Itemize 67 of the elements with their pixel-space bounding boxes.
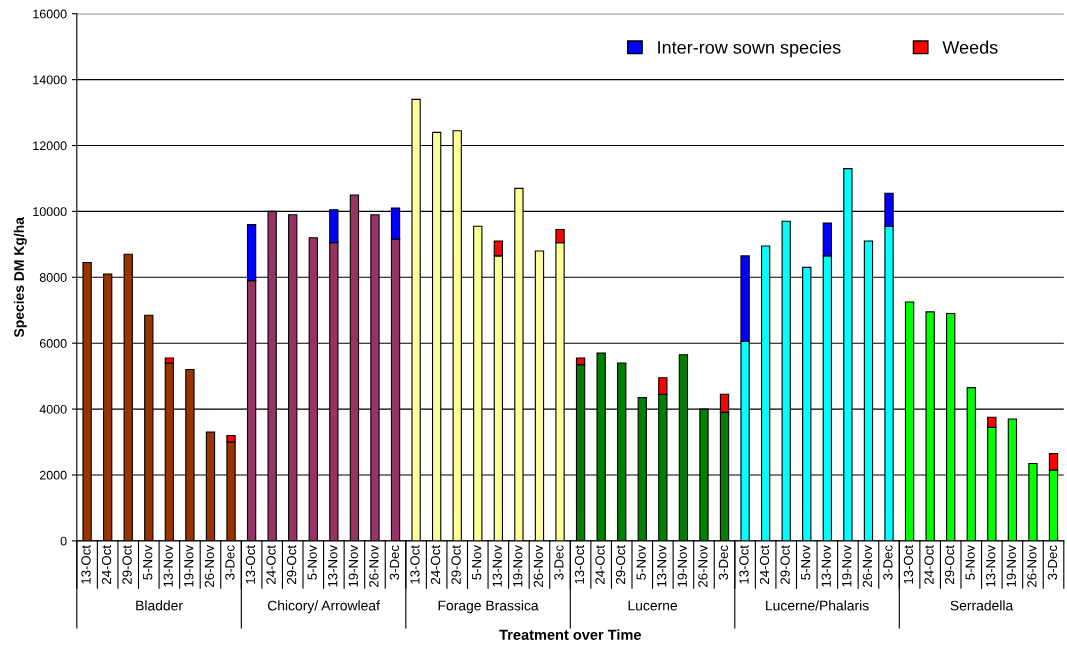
x-tick-label: 24-Oct [266, 545, 276, 584]
x-tick-label: 29-Oct [780, 545, 790, 584]
x-tick-label: 29-Oct [286, 545, 297, 584]
x-tick-label: 26-Nov [204, 545, 215, 587]
x-tick-label: 13-Nov [492, 545, 502, 587]
x-tick-label: 13-Nov [821, 545, 831, 587]
x-tick-label: 3-Dec [225, 545, 235, 580]
x-tick-label: 13-Oct [81, 545, 91, 584]
x-tick-label: 19-Nov [348, 545, 358, 587]
y-tick-label: 6000 [39, 338, 67, 348]
y-tick-label: 4000 [39, 404, 67, 414]
y-tick-label: 12000 [33, 141, 67, 151]
text: Bladder [136, 600, 183, 611]
legend-label: Inter-row sown species [658, 40, 841, 58]
text: Chicory/ Arrowleaf [267, 600, 380, 614]
x-tick-label: 26-Nov [533, 545, 544, 587]
x-tick-label: 13-Oct [903, 545, 914, 584]
y-tick-label: 0 [60, 536, 67, 546]
y-tick-label: 8000 [39, 273, 67, 282]
x-tick-label: 19-Nov [677, 545, 687, 587]
x-tick-label: 24-Oct [759, 545, 770, 584]
x-tick-label: 3-Dec [883, 545, 893, 580]
x-axis-title: Treatment over Time [499, 629, 642, 640]
x-tick-label: 13-Oct [410, 545, 420, 584]
x-tick-label: 29-Oct [451, 545, 461, 584]
x-tick-label: 24-Oct [924, 545, 934, 584]
y-tick-label: 16000 [33, 9, 67, 19]
x-tick-label: 29-Oct [122, 545, 132, 584]
x-tick-label: 13-Nov [986, 545, 996, 587]
x-tick-label: 26-Nov [369, 545, 379, 587]
x-tick-label: 13-Oct [574, 545, 585, 584]
x-tick-label: 19-Nov [1006, 545, 1016, 587]
x-tick-label: 24-Oct [595, 545, 605, 584]
x-tick-label: 5-Nov [472, 545, 482, 580]
x-tick-label: 5-Nov [965, 545, 975, 580]
x-tick-label: 5-Nov [636, 545, 646, 580]
x-tick-label: 5-Nov [801, 545, 811, 580]
legend-label: Weeds [942, 40, 998, 54]
x-tick-label: 26-Nov [862, 545, 872, 587]
x-tick-label: 24-Oct [101, 545, 112, 584]
y-tick-label: 14000 [33, 75, 67, 85]
x-tick-label: 5-Nov [143, 545, 153, 580]
x-tick-label: 19-Nov [184, 545, 194, 587]
x-tick-label: 26-Nov [698, 545, 708, 587]
x-tick-label: 26-Nov [1027, 545, 1037, 587]
x-tick-label: 3-Dec [1047, 545, 1058, 580]
y-tick-label: 2000 [39, 470, 67, 480]
text: Serradella [950, 600, 1014, 611]
y-tick-label: 10000 [33, 207, 67, 217]
x-tick-label: 13-Nov [163, 545, 173, 587]
text: Forage Brassica [438, 600, 539, 614]
x-tick-label: 13-Nov [657, 545, 667, 587]
x-tick-label: 19-Nov [842, 545, 852, 587]
x-tick-label: 3-Dec [389, 545, 400, 580]
x-tick-label: 3-Dec [718, 545, 729, 580]
x-tick-label: 19-Nov [513, 545, 523, 587]
x-tick-label: 24-Oct [430, 545, 441, 584]
x-tick-label: 13-Oct [739, 545, 749, 584]
y-axis-title: Species DM Kg/ha [13, 217, 27, 338]
text: Lucerne/Phalaris [766, 600, 869, 611]
x-tick-label: 29-Oct [615, 545, 626, 584]
x-tick-label: 13-Oct [245, 545, 256, 584]
x-tick-label: 5-Nov [307, 545, 317, 580]
x-tick-label: 29-Oct [944, 545, 955, 584]
x-tick-label: 3-Dec [554, 545, 564, 580]
text: Lucerne [628, 600, 678, 611]
x-tick-label: 13-Nov [328, 545, 338, 587]
